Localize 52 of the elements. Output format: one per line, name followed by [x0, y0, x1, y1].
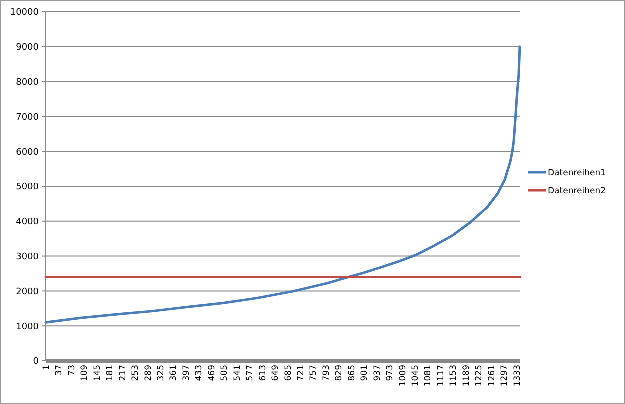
x-tick-label: 505	[220, 365, 230, 382]
x-tick-label: 721	[296, 365, 306, 382]
x-tick-label: 289	[144, 365, 154, 382]
y-tick-label: 4000	[16, 218, 40, 228]
legend-label: Datenreihen2	[548, 186, 606, 196]
x-tick-label: 325	[156, 365, 166, 382]
x-tick-label: 973	[386, 365, 396, 382]
y-tick-label: 7000	[16, 112, 40, 123]
x-tick-label: 109	[80, 365, 90, 382]
y-tick-label: 1000	[16, 322, 40, 332]
x-tick-label: 1153	[449, 365, 460, 387]
x-tick-label: 253	[131, 365, 142, 382]
x-tick-label: 1	[42, 365, 52, 370]
x-tick-label: 1297	[500, 365, 510, 387]
x-tick-label: 793	[322, 365, 332, 382]
x-tick-label: 433	[194, 365, 205, 382]
line-series	[44, 46, 522, 324]
y-tick-label: 6000	[16, 148, 40, 158]
x-tick-label: 757	[309, 365, 320, 382]
x-tick-label: 1045	[410, 365, 421, 387]
x-tick-label: 1009	[398, 365, 408, 387]
x-tick-label: 397	[182, 365, 192, 382]
y-tick-label: 10000	[10, 8, 40, 18]
x-tick-label: 901	[360, 365, 370, 382]
x-tick-label: 1081	[424, 365, 434, 387]
x-tick-label: 145	[92, 365, 103, 382]
x-tick-label: 361	[169, 365, 180, 382]
x-tick-label: 469	[207, 365, 218, 382]
x-tick-label: 649	[271, 365, 282, 382]
x-tick-label: 937	[372, 365, 383, 382]
x-tick-label: 577	[246, 365, 256, 382]
x-tick-label: 1261	[487, 365, 498, 387]
legend-label: Datenreihen1	[548, 168, 606, 178]
y-tick-label: 9000	[16, 43, 40, 54]
y-tick-label: 8000	[16, 78, 40, 88]
x-tick-label: 1225	[474, 365, 485, 387]
x-tick-label: 829	[334, 365, 345, 382]
x-tick-label: 1117	[436, 365, 446, 387]
x-tick-label: 217	[118, 365, 128, 382]
y-tick-label: 3000	[16, 252, 40, 262]
x-tick-label: 181	[106, 365, 116, 382]
y-tick-label: 2000	[16, 287, 40, 298]
x-tick-label: 685	[284, 365, 294, 382]
x-tick-label: 37	[54, 365, 65, 376]
x-tick-label: 613	[258, 365, 268, 382]
x-tick-label: 1189	[462, 365, 472, 387]
y-tick-label: 5000	[16, 182, 40, 193]
y-tick-label: 0	[33, 357, 40, 368]
x-tick-label: 1333	[512, 365, 523, 387]
x-tick-label: 541	[232, 365, 243, 382]
x-tick-label: 865	[347, 365, 358, 382]
x-tick-label: 73	[67, 365, 78, 376]
